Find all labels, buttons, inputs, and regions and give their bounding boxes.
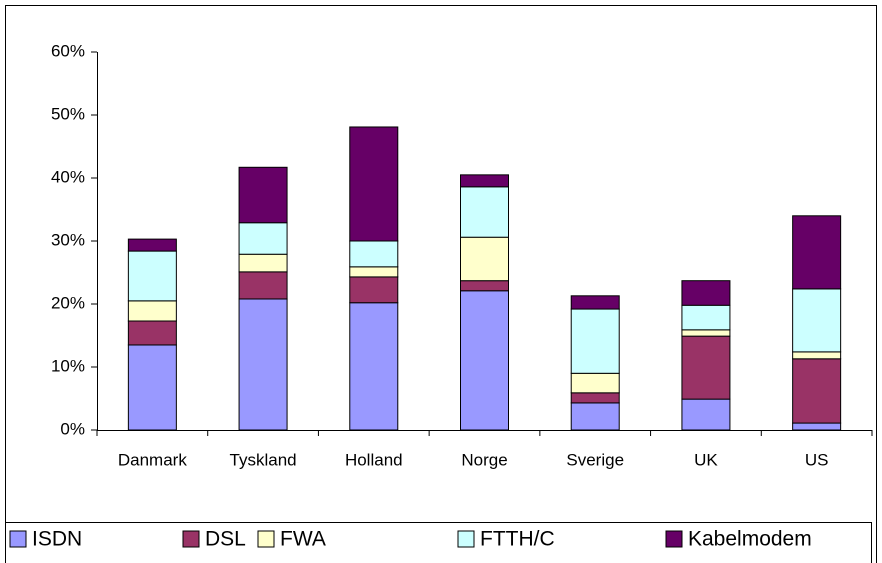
bar-segment (460, 186, 509, 238)
x-tick-label: Tyskland (230, 450, 297, 469)
x-tick-label: Norge (461, 450, 507, 469)
bar-segment (238, 253, 288, 273)
bar-segment (570, 308, 620, 374)
legend-swatch (182, 530, 200, 548)
y-tick-label: 50% (51, 104, 85, 123)
bar-segment (570, 402, 620, 431)
bar-segment (127, 300, 177, 322)
bar-segment (681, 329, 731, 337)
bar-segment (792, 215, 842, 290)
bar-segment (570, 295, 620, 310)
legend-swatch (665, 530, 683, 548)
y-tick-label: 10% (51, 356, 85, 375)
legend-swatch (457, 530, 475, 548)
bar-segment (570, 392, 620, 404)
legend-swatch (257, 530, 275, 548)
bar-segment (681, 280, 731, 306)
bar-segment (349, 276, 399, 304)
bar-segment (681, 335, 731, 400)
bar-segment (460, 280, 509, 292)
x-tick-label: UK (694, 450, 718, 469)
y-tick-label: 20% (51, 293, 85, 312)
bar-segment (681, 398, 731, 431)
bar-segment (792, 422, 842, 431)
bar-segment (349, 240, 399, 268)
legend-label: FTTH/C (480, 528, 555, 551)
bar-segment (238, 222, 288, 255)
legend-label: ISDN (32, 528, 82, 551)
y-tick-label: 30% (51, 230, 85, 249)
bar-segment (570, 372, 620, 394)
chart-frame (5, 5, 877, 563)
bar-segment (792, 288, 842, 353)
legend-label: Kabelmodem (688, 528, 812, 551)
bar-segment (127, 320, 177, 346)
y-tick-label: 60% (51, 41, 85, 60)
bar-segment (460, 290, 509, 431)
x-tick-label: Sverige (566, 450, 624, 469)
bar-segment (127, 238, 177, 252)
bar-segment (127, 250, 177, 302)
y-tick-label: 40% (51, 167, 85, 186)
bar-segment (238, 166, 288, 224)
bar-segment (349, 266, 399, 278)
bar-segment (792, 358, 842, 424)
legend-label: FWA (280, 528, 326, 551)
bar-segment (127, 344, 177, 431)
bar-segment (681, 304, 731, 331)
bar-segment (349, 126, 399, 242)
legend-swatch (9, 530, 27, 548)
y-tick-label: 0% (60, 419, 85, 438)
x-tick-label: US (805, 450, 829, 469)
bar-segment (792, 351, 842, 360)
legend-label: DSL (205, 528, 246, 551)
bar-segment (460, 174, 509, 188)
x-tick-label: Holland (345, 450, 403, 469)
bar-segment (349, 302, 399, 431)
bar-segment (460, 236, 509, 282)
bar-segment (238, 271, 288, 300)
x-tick-label: Danmark (118, 450, 187, 469)
bar-segment (238, 298, 288, 431)
